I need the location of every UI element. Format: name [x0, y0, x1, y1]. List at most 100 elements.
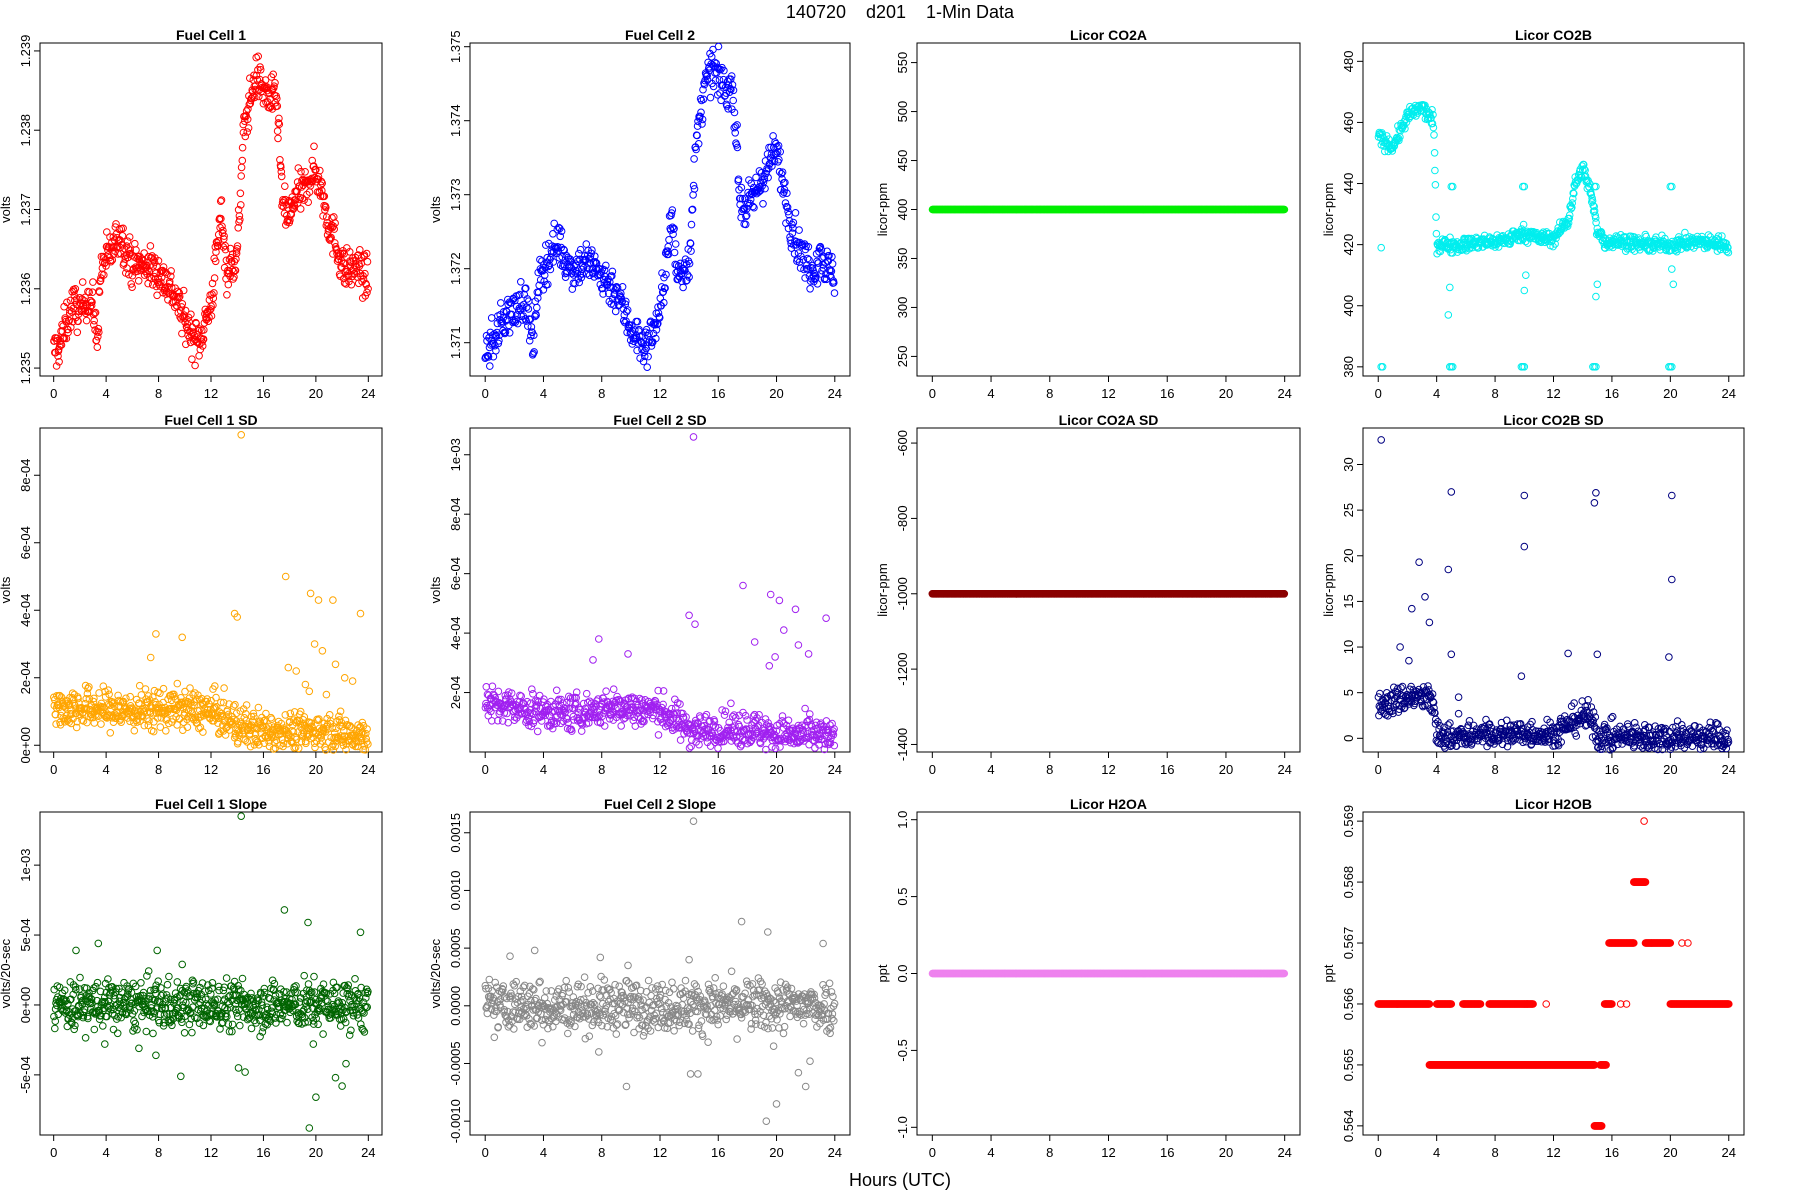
- plot-frame: [39, 42, 383, 377]
- data-point: [234, 224, 242, 232]
- data-point: [74, 317, 82, 326]
- data-point: [207, 312, 216, 320]
- data-point: [750, 638, 759, 646]
- data-point: [243, 115, 252, 124]
- data-point: [697, 108, 705, 117]
- data-point: [360, 251, 369, 259]
- data-point: [822, 614, 830, 623]
- data-point: [167, 267, 175, 275]
- data-point: [224, 280, 233, 289]
- data-point: [125, 233, 134, 241]
- data-point: [764, 173, 772, 182]
- data-point: [144, 266, 152, 274]
- data-point: [582, 689, 591, 698]
- y-tick-label: 6e-04: [448, 557, 463, 590]
- data-point: [277, 163, 285, 171]
- y-tick-label: -1000: [895, 577, 910, 610]
- data-point: [178, 329, 186, 338]
- data-point: [769, 132, 777, 140]
- data-point: [94, 324, 103, 333]
- data-point: [487, 314, 496, 322]
- data-point: [830, 289, 839, 297]
- data-point: [577, 727, 586, 735]
- data-point: [232, 249, 241, 258]
- data-point: [199, 335, 208, 344]
- x-tick-label: 4: [987, 386, 994, 401]
- data-point: [1429, 123, 1438, 132]
- y-tick-label: 500: [895, 101, 910, 123]
- data-point: [223, 291, 231, 299]
- x-tick-label: 12: [204, 386, 218, 401]
- data-point: [552, 686, 561, 695]
- x-tick-label: 16: [1160, 386, 1174, 401]
- y-axis-label: licor-ppm: [875, 563, 890, 616]
- data-point: [275, 120, 284, 128]
- x-tick-label: 0: [50, 762, 57, 777]
- x-tick-label: 24: [828, 762, 842, 777]
- data-point: [187, 310, 195, 319]
- data-point: [214, 242, 222, 250]
- data-point: [90, 321, 98, 329]
- data-point: [766, 590, 775, 599]
- data-point: [221, 245, 230, 254]
- data-point: [126, 246, 134, 254]
- data-point: [275, 114, 283, 123]
- data-point: [533, 303, 541, 312]
- y-axis-label: volts: [428, 576, 443, 603]
- data-point: [281, 195, 290, 204]
- y-tick-label: 450: [895, 150, 910, 172]
- data-point: [689, 433, 698, 441]
- x-tick-label: 8: [598, 386, 605, 401]
- data-point: [210, 289, 218, 297]
- x-tick-label: 8: [598, 762, 605, 777]
- x-tick-label: 0: [50, 386, 57, 401]
- data-point: [256, 66, 265, 74]
- data-point: [261, 76, 270, 84]
- y-tick-label: -1200: [895, 652, 910, 685]
- data-point: [1432, 229, 1441, 238]
- data-point: [676, 736, 685, 744]
- data-point: [220, 684, 228, 692]
- data-point: [759, 200, 767, 208]
- data-point: [186, 684, 194, 692]
- y-tick-label: 4e-04: [18, 594, 33, 627]
- data-point: [595, 635, 603, 643]
- data-point: [181, 318, 189, 327]
- x-tick-label: 12: [1546, 386, 1560, 401]
- y-tick-label: 420: [1341, 234, 1356, 256]
- data-point: [107, 257, 115, 266]
- data-point: [270, 82, 278, 90]
- y-tick-label: 8e-04: [448, 498, 463, 531]
- data-point: [159, 684, 168, 693]
- data-point: [118, 232, 127, 240]
- data-point: [1592, 292, 1600, 301]
- data-point: [318, 179, 327, 187]
- x-tick-label: 0: [482, 762, 489, 777]
- data-point: [729, 96, 738, 105]
- data-point: [217, 196, 226, 204]
- y-tick-label: 1.239: [18, 35, 33, 68]
- data-point: [484, 353, 493, 361]
- x-tick-label: 20: [1663, 386, 1677, 401]
- x-tick-label: 20: [769, 386, 783, 401]
- panel-title: Licor CO2B: [1515, 27, 1592, 43]
- data-point: [488, 682, 497, 691]
- data-point: [501, 328, 510, 336]
- data-point: [297, 167, 305, 176]
- data-point: [100, 271, 108, 279]
- data-point: [273, 94, 281, 103]
- data-point: [243, 128, 251, 136]
- data-point: [364, 285, 372, 293]
- data-point: [482, 353, 490, 361]
- x-tick-label: 0: [929, 762, 936, 777]
- data-point: [90, 309, 99, 318]
- data-point: [295, 195, 304, 204]
- data-point: [276, 156, 284, 164]
- data-point: [362, 281, 371, 289]
- x-tick-label: 4: [1433, 386, 1440, 401]
- data-point: [331, 219, 339, 227]
- data-point: [188, 355, 196, 364]
- data-point: [685, 611, 693, 620]
- data-point: [706, 93, 715, 102]
